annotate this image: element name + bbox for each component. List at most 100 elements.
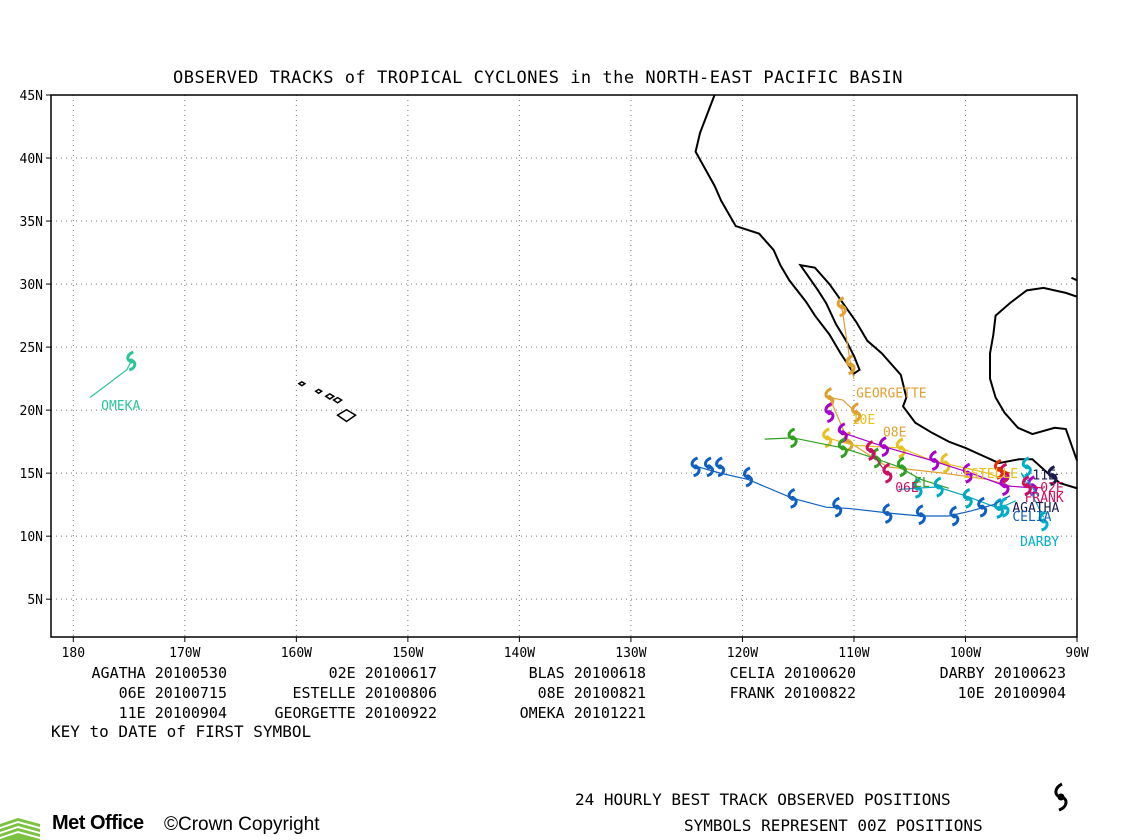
- storm-track-frank: [824, 402, 1039, 497]
- met-office-logo: [0, 818, 40, 840]
- cyclone-symbol: [912, 477, 923, 499]
- lat-label: 45N: [20, 89, 43, 104]
- track-line: [697, 466, 1011, 517]
- axis-labels: 45N 40N 35N 30N 25N 20N 15N 10N 5N 180 170W 160W 150…: [20, 89, 1089, 661]
- track-line: [842, 432, 1039, 489]
- key-entry: ESTELLE 20100806: [292, 684, 438, 702]
- cyclone-symbol: [787, 487, 798, 509]
- hawaii-island: [324, 392, 336, 400]
- hawaii-island: [297, 380, 307, 387]
- cyclone-symbol: [743, 466, 754, 488]
- cyclone-symbol: [949, 505, 960, 527]
- key-entry: 06E 20100715: [118, 684, 227, 702]
- storm-track-georgette: [836, 296, 856, 379]
- coast-segment: [989, 286, 1078, 461]
- cyclone-symbol: [851, 402, 862, 424]
- cyclone-symbol: [1021, 456, 1032, 478]
- storm-track-omeka: [89, 350, 137, 398]
- lon-label: 150W: [392, 646, 423, 661]
- storm-label: 11E: [1032, 468, 1055, 483]
- storm-label: OMEKA: [101, 399, 140, 414]
- coastline: [297, 94, 1078, 490]
- cyclone-symbol: [896, 456, 907, 478]
- cyclone-symbol: [690, 456, 701, 478]
- cyclone-symbol: [977, 496, 988, 518]
- storm-tracks: [89, 296, 1059, 532]
- track-line: [89, 360, 132, 398]
- lon-label: 120W: [727, 646, 758, 661]
- lat-label: 20N: [20, 404, 43, 419]
- lon-label: 90W: [1065, 646, 1089, 661]
- coast-segment: [1071, 276, 1078, 282]
- key-entry: FRANK 20100822: [729, 684, 856, 702]
- lon-label: 160W: [281, 646, 312, 661]
- key-entry: OMEKA 20101221: [519, 704, 646, 722]
- lon-label: 100W: [950, 646, 981, 661]
- storm-track-agatha: [1047, 465, 1059, 487]
- cyclone-symbol: [993, 458, 1004, 480]
- hawaii-island: [332, 396, 343, 404]
- storm-label: DARBY: [1020, 535, 1059, 550]
- key-note: KEY to DATE of FIRST SYMBOL: [51, 722, 312, 741]
- cyclone-symbol: [787, 427, 798, 449]
- key-entry: BLAS 20100618: [528, 664, 646, 682]
- cyclone-symbol: [999, 496, 1010, 518]
- storm-track-11e: [1021, 475, 1044, 497]
- lon-label: 110W: [838, 646, 869, 661]
- key-entry: 02E 20100617: [328, 664, 437, 682]
- lat-label: 30N: [20, 278, 43, 293]
- cyclone-symbol: [845, 354, 856, 376]
- copyright-text: ©Crown Copyright: [164, 814, 320, 835]
- cyclone-symbol: [126, 350, 137, 372]
- storm-track-06e: [865, 440, 1010, 484]
- key-entry: DARBY 20100623: [939, 664, 1066, 682]
- storm-label: 06E: [895, 481, 918, 496]
- lat-label: 10N: [20, 530, 43, 545]
- lat-lon-grid: [51, 95, 1077, 637]
- track-line: [827, 437, 1005, 481]
- storm-track-08e: [822, 427, 1005, 481]
- cyclone-symbol: [703, 456, 714, 478]
- cyclone-symbol: [865, 440, 876, 461]
- storm-label: GEORGETTE: [856, 387, 926, 402]
- key-entry: CELIA 20100620: [729, 664, 856, 682]
- cyclone-symbol: [822, 427, 833, 449]
- map-frame: [50, 94, 1078, 638]
- lat-label: 35N: [20, 215, 43, 230]
- storm-label: ESTELLE: [963, 467, 1018, 482]
- storm-label: FRANK: [1025, 491, 1064, 506]
- cyclone-symbol: [824, 402, 835, 424]
- cyclone-symbol: [915, 504, 926, 526]
- cyclone-symbol: [940, 452, 951, 474]
- storm-track-02e: [993, 458, 1011, 480]
- cyclone-symbol: [837, 437, 848, 459]
- hawaii-island: [336, 408, 357, 423]
- track-line: [1020, 472, 1045, 518]
- lon-label: 170W: [169, 646, 200, 661]
- storm-label: 08E: [883, 426, 906, 441]
- key-entry: 10E 20100904: [957, 684, 1066, 702]
- cyclone-symbol: [824, 387, 835, 408]
- storm-label: EL: [914, 476, 930, 491]
- lon-label: 130W: [615, 646, 646, 661]
- storm-label: CELIA: [1012, 510, 1051, 525]
- lat-label: 25N: [20, 341, 43, 356]
- cyclone-symbol: [1047, 465, 1058, 487]
- lat-label: 40N: [20, 152, 43, 167]
- cyclone-symbol: [999, 475, 1010, 497]
- cyclone-symbol: [962, 462, 973, 484]
- cyclone-symbol-icon: [1054, 782, 1068, 812]
- storm-label: 02E: [1040, 481, 1063, 496]
- key-entry: AGATHA 20100530: [91, 664, 227, 682]
- logo-text: Met Office: [52, 812, 144, 834]
- cyclone-symbol: [1038, 510, 1049, 532]
- cyclone-symbol: [882, 503, 893, 524]
- cyclone-symbol: [832, 496, 843, 518]
- storm-label: 10E: [852, 413, 875, 428]
- cyclone-symbol: [933, 476, 944, 498]
- storm-track-darby: [999, 456, 1049, 532]
- lat-label: 5N: [27, 593, 43, 608]
- cyclone-symbol: [962, 487, 973, 509]
